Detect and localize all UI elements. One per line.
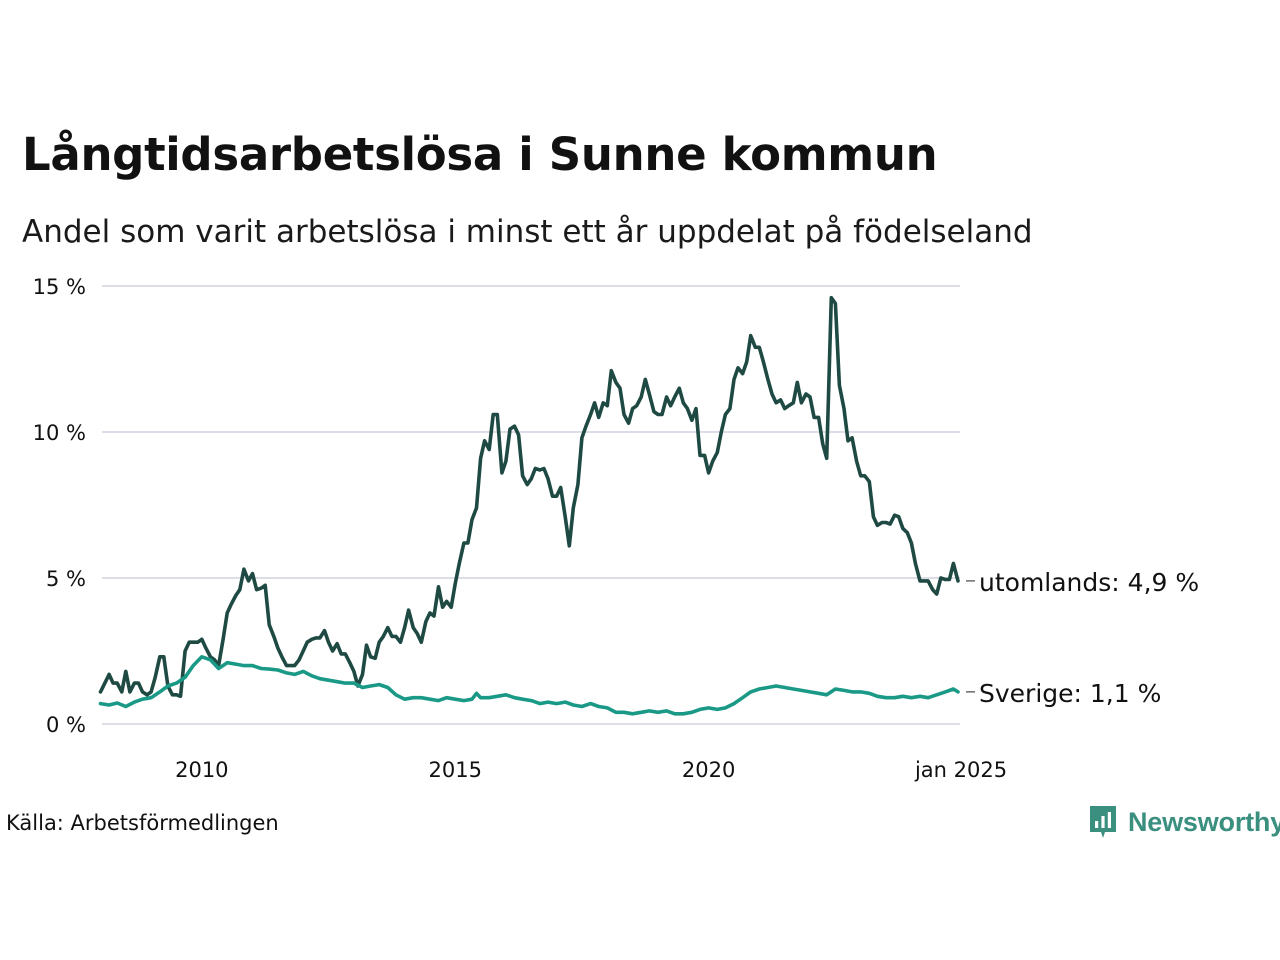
chart-title: Långtidsarbetslösa i Sunne kommun [22,128,938,181]
series-line-sverige [98,655,960,716]
series-end-label-utomlands: utomlands: 4,9 % [979,568,1199,597]
newsworthy-logo[interactable]: Newsworthy [1088,804,1280,840]
y-tick-label: 0 % [46,713,86,737]
y-tick-label: 10 % [33,421,86,445]
x-tick-label: 2020 [682,758,735,782]
chart-subtitle: Andel som varit arbetslösa i minst ett å… [22,214,1033,250]
x-tick-label: 2010 [175,758,228,782]
y-tick-label: 15 % [33,275,86,299]
source-note: Källa: Arbetsförmedlingen [6,811,279,835]
series-end-label-sverige: Sverige: 1,1 % [979,679,1161,708]
x-tick-label: 2015 [429,758,482,782]
y-tick-label: 5 % [46,567,86,591]
x-tick-label: jan 2025 [914,758,1007,782]
series-line-utomlands [98,295,960,699]
brand-name: Newsworthy [1128,806,1280,837]
newsworthy-logo-icon [1090,806,1116,838]
